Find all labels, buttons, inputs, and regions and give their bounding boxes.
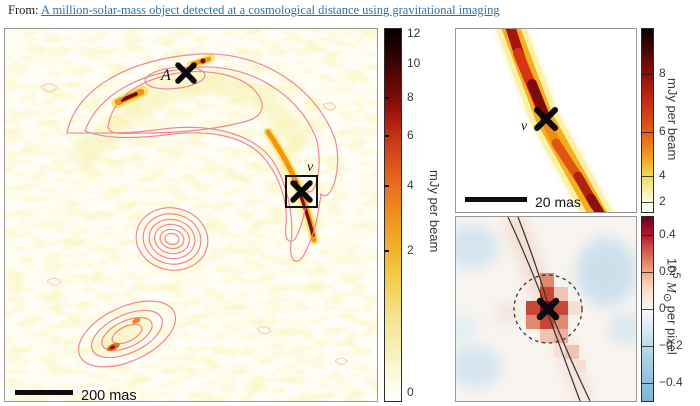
label-exp: 5: [670, 272, 682, 279]
colorbar-tickmark: [642, 176, 653, 177]
tick-12: 12: [407, 26, 421, 40]
colorbar-tickmark: [385, 135, 389, 137]
tick-4: 4: [659, 168, 666, 182]
mass-map-panel: [455, 216, 637, 402]
mass-colorbar: [641, 216, 654, 402]
tick-0p4: 0.4: [659, 227, 676, 241]
label-10: 10: [664, 258, 680, 273]
label-per-pixel: per pixel: [664, 302, 680, 355]
from-label: From:: [8, 3, 39, 17]
colorbar-tickmark: [642, 132, 653, 133]
surface-brightness-contours: [66, 53, 339, 262]
zoom-arc-panel: ν 20 mas: [455, 28, 637, 213]
main-colorbar-label: mJy per beam: [427, 170, 442, 253]
nu-object-marker: ν: [285, 160, 318, 208]
companion-galaxy-contours: [77, 300, 177, 368]
tick-8: 8: [659, 66, 666, 80]
zoom-canvas: ν 20 mas: [456, 29, 636, 212]
main-map-canvas: A ν 200 mas: [5, 29, 377, 401]
nu-cross-icon: [534, 107, 558, 131]
image-A-cross-icon: [175, 62, 197, 84]
zoom-scalebar: 20 mas: [465, 194, 581, 210]
negative-mass-blobs: [456, 225, 636, 387]
scalebar-label: 200 mas: [81, 388, 137, 401]
colorbar-tickmark: [385, 97, 389, 99]
image-A-label: A: [160, 67, 171, 84]
central-mass-pixels: [526, 273, 586, 373]
colorbar-tickmark: [385, 63, 389, 65]
tick-0: 0: [407, 385, 414, 399]
tick-0: 0: [659, 301, 666, 315]
nu-marker: ν: [521, 107, 558, 134]
colorbar-tickmark: [385, 185, 389, 187]
tick-6: 6: [659, 124, 666, 138]
scalebar-line: [465, 197, 527, 202]
colorbar-tickmark: [642, 346, 653, 347]
tick-0p2: 0.2: [659, 264, 676, 278]
colorbar-tickmark: [642, 383, 653, 384]
main-scalebar: 200 mas: [15, 388, 137, 401]
noise-contour-fragments: [40, 83, 348, 365]
from-line: From: A million-solar-mass object detect…: [8, 3, 500, 18]
aperture-dashed-circle: [513, 274, 583, 344]
label-sun-symbol: ⊙: [661, 292, 674, 303]
scalebar-line: [15, 390, 73, 395]
scalebar-label: 20 mas: [535, 194, 581, 210]
main-colorbar: [384, 28, 402, 402]
nu-label: ν: [521, 119, 528, 134]
mass-detection-cross-icon: [536, 297, 560, 321]
colorbar-tickmark: [642, 74, 653, 75]
tick-10: 10: [407, 56, 421, 70]
image-A-marker: A: [160, 62, 197, 84]
zoom-colorbar: [641, 28, 654, 213]
zoom-colorbar-label: mJy per beam: [665, 78, 680, 161]
label-M: M: [664, 282, 680, 293]
tick-6: 6: [407, 128, 414, 142]
tick-m0p2: −0.2: [659, 338, 683, 352]
tick-m0p4: −0.4: [659, 375, 683, 389]
tick-2: 2: [659, 194, 666, 208]
nu-cross-icon: [290, 180, 313, 203]
article-title-link[interactable]: A million-solar-mass object detected at …: [41, 3, 500, 17]
tick-8: 8: [407, 90, 414, 104]
mass-canvas: [456, 217, 636, 401]
colorbar-tickmark: [642, 309, 653, 310]
colorbar-tickmark: [642, 202, 653, 203]
lens-galaxy-contours: [135, 207, 209, 271]
tick-2: 2: [407, 243, 414, 257]
tick-4: 4: [407, 178, 414, 192]
nu-box-icon: [285, 175, 318, 208]
colorbar-tickmark: [385, 250, 389, 252]
colorbar-tickmark: [642, 235, 653, 236]
colorbar-tickmark: [642, 272, 653, 273]
main-radio-map-panel: A ν 200 mas: [4, 28, 378, 402]
mass-colorbar-label: 105 M⊙ per pixel: [661, 258, 682, 355]
nu-label: ν: [307, 160, 314, 175]
